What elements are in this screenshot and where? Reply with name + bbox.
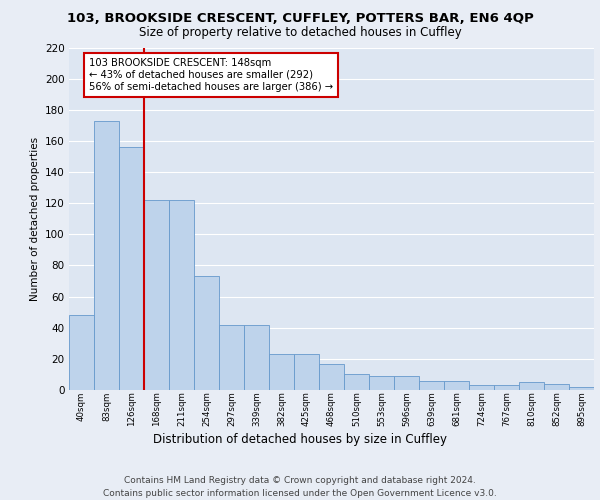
Bar: [469, 386, 494, 390]
Bar: [569, 387, 594, 390]
Bar: [419, 380, 444, 390]
Bar: [344, 374, 369, 390]
Bar: [519, 382, 544, 390]
Text: 103, BROOKSIDE CRESCENT, CUFFLEY, POTTERS BAR, EN6 4QP: 103, BROOKSIDE CRESCENT, CUFFLEY, POTTER…: [67, 12, 533, 26]
Text: Size of property relative to detached houses in Cuffley: Size of property relative to detached ho…: [139, 26, 461, 39]
Bar: [94, 120, 119, 390]
Bar: [544, 384, 569, 390]
Bar: [244, 324, 269, 390]
Bar: [369, 376, 394, 390]
Bar: [494, 386, 519, 390]
Bar: [144, 200, 169, 390]
Bar: [194, 276, 219, 390]
Text: 103 BROOKSIDE CRESCENT: 148sqm
← 43% of detached houses are smaller (292)
56% of: 103 BROOKSIDE CRESCENT: 148sqm ← 43% of …: [89, 58, 333, 92]
Bar: [169, 200, 194, 390]
Bar: [269, 354, 294, 390]
Bar: [294, 354, 319, 390]
Text: Distribution of detached houses by size in Cuffley: Distribution of detached houses by size …: [153, 432, 447, 446]
Bar: [219, 324, 244, 390]
Bar: [69, 316, 94, 390]
Bar: [394, 376, 419, 390]
Y-axis label: Number of detached properties: Number of detached properties: [29, 136, 40, 301]
Bar: [319, 364, 344, 390]
Text: Contains HM Land Registry data © Crown copyright and database right 2024.
Contai: Contains HM Land Registry data © Crown c…: [103, 476, 497, 498]
Bar: [444, 380, 469, 390]
Bar: [119, 147, 144, 390]
